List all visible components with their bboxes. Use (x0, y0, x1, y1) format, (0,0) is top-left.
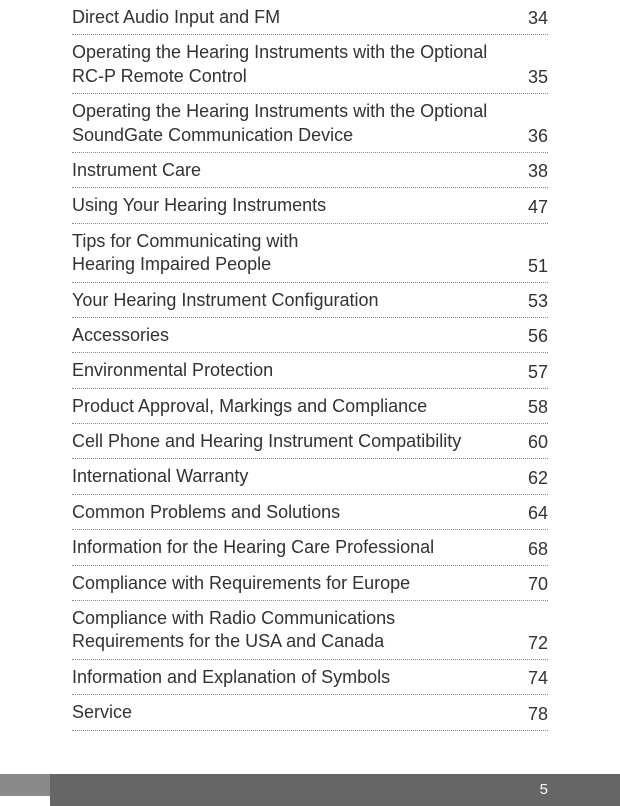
toc-entry-page: 36 (518, 126, 548, 147)
toc-entry-title: Compliance with Requirements for Europe (72, 572, 518, 595)
toc-entry-title: Accessories (72, 324, 518, 347)
toc-list: Direct Audio Input and FM34Operating the… (72, 0, 548, 731)
footer-bar: 5 (0, 756, 620, 806)
footer-accent-left (0, 774, 50, 796)
toc-entry-page: 57 (518, 362, 548, 383)
toc-entry: Operating the Hearing Instruments with t… (72, 35, 548, 94)
toc-entry-title: Product Approval, Markings and Complianc… (72, 395, 518, 418)
toc-entry-page: 56 (518, 326, 548, 347)
toc-entry-title: Service (72, 701, 518, 724)
toc-entry-title: Instrument Care (72, 159, 518, 182)
toc-entry: Information and Explanation of Symbols74 (72, 660, 548, 695)
toc-entry-page: 64 (518, 503, 548, 524)
toc-entry: Using Your Hearing Instruments47 (72, 188, 548, 223)
toc-entry: Your Hearing Instrument Configuration53 (72, 283, 548, 318)
toc-entry-page: 38 (518, 161, 548, 182)
page-number: 5 (540, 781, 548, 798)
toc-entry: Service78 (72, 695, 548, 730)
toc-entry-title: Environmental Protection (72, 359, 518, 382)
toc-entry: Compliance with Requirements for Europe7… (72, 566, 548, 601)
toc-entry: Instrument Care38 (72, 153, 548, 188)
toc-entry-title: Common Problems and Solutions (72, 501, 518, 524)
toc-entry-page: 47 (518, 197, 548, 218)
toc-entry-page: 74 (518, 668, 548, 689)
toc-entry-title: Cell Phone and Hearing Instrument Compat… (72, 430, 518, 453)
toc-entry-page: 72 (518, 633, 548, 654)
toc-entry-title: Direct Audio Input and FM (72, 6, 518, 29)
toc-entry: Cell Phone and Hearing Instrument Compat… (72, 424, 548, 459)
footer-accent-right (50, 774, 620, 806)
toc-entry: Accessories56 (72, 318, 548, 353)
toc-entry-title: International Warranty (72, 465, 518, 488)
toc-entry: Product Approval, Markings and Complianc… (72, 389, 548, 424)
toc-entry: Information for the Hearing Care Profess… (72, 530, 548, 565)
toc-entry-page: 68 (518, 539, 548, 560)
toc-entry-title: Information and Explanation of Symbols (72, 666, 518, 689)
toc-entry-title: Tips for Communicating withHearing Impai… (72, 230, 518, 277)
toc-entry-page: 53 (518, 291, 548, 312)
toc-entry-title: Compliance with Radio Communications Req… (72, 607, 518, 654)
toc-entry-page: 34 (518, 8, 548, 29)
toc-entry-page: 62 (518, 468, 548, 489)
toc-entry-page: 70 (518, 574, 548, 595)
toc-entry: International Warranty62 (72, 459, 548, 494)
toc-entry-title: Operating the Hearing Instruments with t… (72, 100, 518, 147)
toc-entry: Environmental Protection57 (72, 353, 548, 388)
toc-entry-page: 35 (518, 67, 548, 88)
toc-entry: Compliance with Radio Communications Req… (72, 601, 548, 660)
toc-entry: Tips for Communicating withHearing Impai… (72, 224, 548, 283)
toc-page: Direct Audio Input and FM34Operating the… (0, 0, 620, 731)
toc-entry-title: Information for the Hearing Care Profess… (72, 536, 518, 559)
toc-entry-page: 60 (518, 432, 548, 453)
toc-entry-page: 51 (518, 256, 548, 277)
toc-entry-page: 58 (518, 397, 548, 418)
toc-entry: Operating the Hearing Instruments with t… (72, 94, 548, 153)
toc-entry: Direct Audio Input and FM34 (72, 0, 548, 35)
toc-entry: Common Problems and Solutions64 (72, 495, 548, 530)
toc-entry-title: Your Hearing Instrument Configuration (72, 289, 518, 312)
toc-entry-title: Operating the Hearing Instruments with t… (72, 41, 518, 88)
toc-entry-page: 78 (518, 704, 548, 725)
toc-entry-title: Using Your Hearing Instruments (72, 194, 518, 217)
